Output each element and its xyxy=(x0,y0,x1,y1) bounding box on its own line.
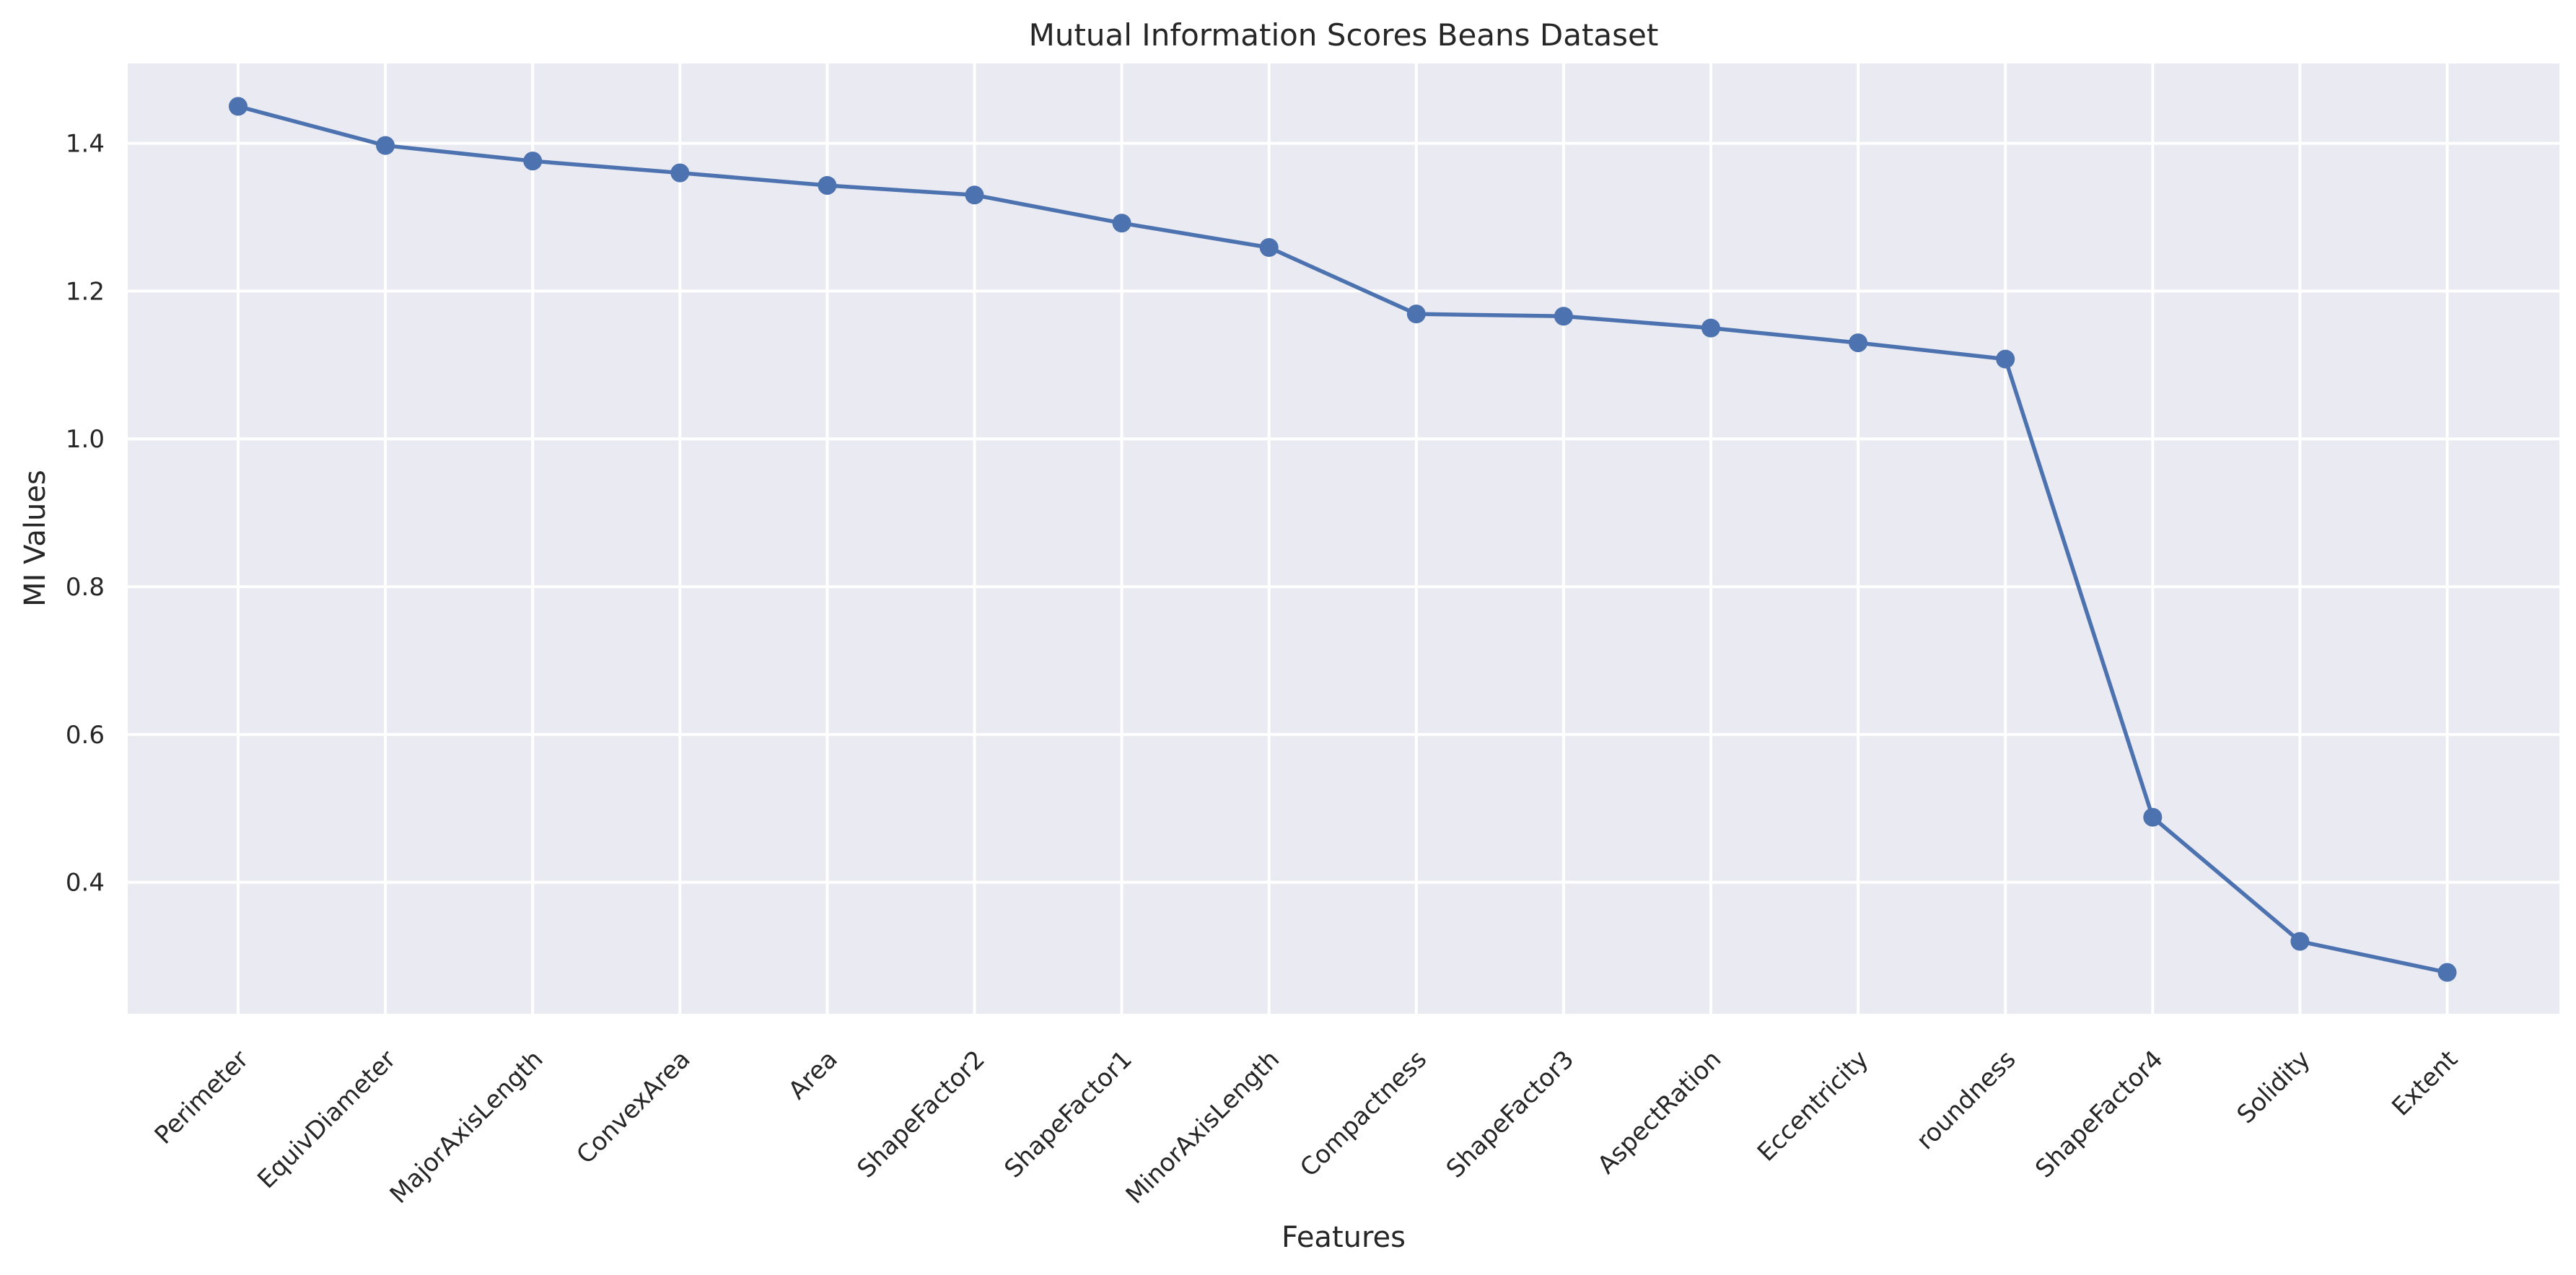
x-tick-label: Compactness xyxy=(1294,1045,1432,1183)
x-axis-label: Features xyxy=(1282,1221,1406,1254)
y-axis-label: MI Values xyxy=(19,470,52,607)
y-tick-label: 0.8 xyxy=(66,573,105,602)
x-tick-label: MajorAxisLength xyxy=(385,1045,549,1209)
y-tick-label: 1.2 xyxy=(66,277,105,306)
data-point xyxy=(1259,238,1279,258)
x-tick-label: Eccentricity xyxy=(1752,1045,1874,1167)
data-point xyxy=(1554,307,1573,326)
chart-title: Mutual Information Scores Beans Dataset xyxy=(1029,17,1659,53)
x-tick-label: MinorAxisLength xyxy=(1121,1045,1285,1209)
x-tick-label: Solidity xyxy=(2232,1045,2316,1129)
data-point xyxy=(1996,349,2015,369)
x-tick-label: Perimeter xyxy=(149,1045,255,1150)
data-point xyxy=(965,185,984,205)
data-point xyxy=(1406,304,1426,324)
x-tick-label: Area xyxy=(783,1045,844,1105)
grid-layer xyxy=(128,63,2559,1014)
x-tick-label: EquivDiameter xyxy=(252,1045,401,1194)
x-tick-label: ConvexArea xyxy=(571,1045,696,1170)
data-point xyxy=(1112,214,1131,233)
x-tick-label: roundness xyxy=(1911,1045,2021,1155)
mi-series-line xyxy=(236,104,2450,975)
data-point xyxy=(229,97,247,116)
data-point xyxy=(2143,807,2163,827)
data-point xyxy=(670,163,690,183)
x-tick-label: Extent xyxy=(2386,1045,2463,1122)
series-layer xyxy=(229,97,2457,982)
data-point xyxy=(818,175,837,195)
x-tick-label: ShapeFactor4 xyxy=(2030,1045,2168,1183)
x-tick-label: ShapeFactor2 xyxy=(851,1045,990,1183)
data-point xyxy=(523,152,543,171)
x-tick-label: ShapeFactor3 xyxy=(1441,1045,1580,1183)
y-tick-label: 0.4 xyxy=(66,869,105,898)
data-point xyxy=(1849,333,1868,353)
data-point xyxy=(1701,318,1720,338)
data-point xyxy=(2437,963,2457,982)
y-tick-label: 1.4 xyxy=(66,130,105,159)
y-tick-label: 1.0 xyxy=(66,425,105,454)
plot-area xyxy=(128,63,2559,1014)
x-tick-label: ShapeFactor1 xyxy=(999,1045,1137,1183)
data-point xyxy=(2290,932,2310,951)
x-tick-label: AspectRation xyxy=(1592,1045,1727,1180)
data-point xyxy=(376,136,395,155)
y-tick-label: 0.6 xyxy=(66,721,105,750)
